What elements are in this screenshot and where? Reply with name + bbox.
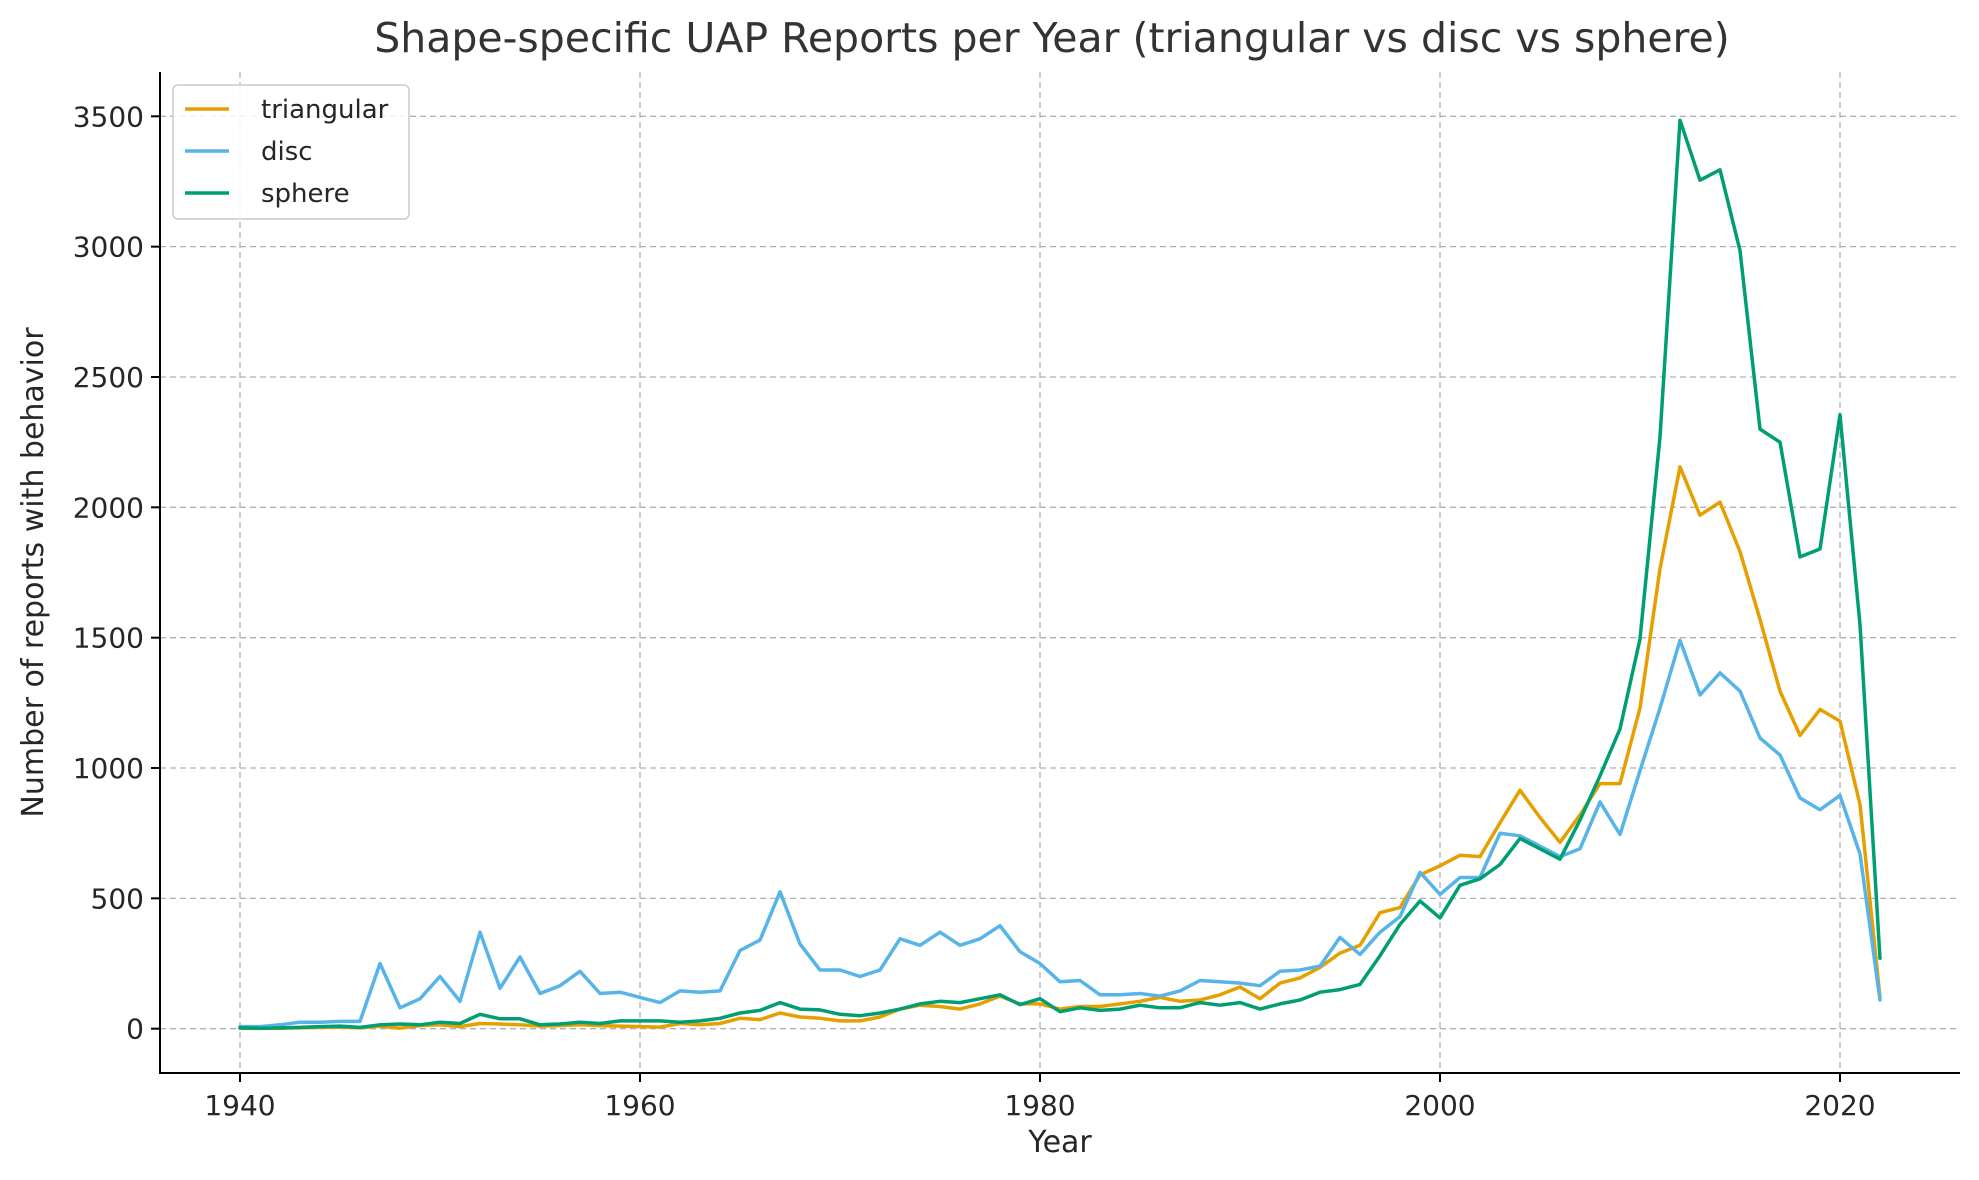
legend-label-triangular: triangular — [261, 95, 389, 125]
y-tick-label-2500: 2500 — [73, 361, 144, 394]
legend-entry-triangular: triangular — [185, 95, 389, 125]
x-tick-label-2000: 2000 — [1404, 1089, 1475, 1122]
legend-box — [172, 84, 410, 220]
y-tick-label-2000: 2000 — [73, 491, 144, 524]
series-line-sphere — [238, 118, 1882, 1030]
series-line-disc — [238, 638, 1882, 1029]
y-tick-label-1500: 1500 — [73, 622, 144, 655]
y-tick-label-1000: 1000 — [73, 752, 144, 785]
y-gridlines — [160, 115, 1960, 1030]
legend-label-sphere: sphere — [261, 179, 350, 209]
y-tick-label-0: 0 — [126, 1013, 144, 1046]
x-axis-ticks: 1940 1960 1980 2000 2020 — [204, 1073, 1876, 1122]
legend: triangular disc sphere — [172, 84, 410, 220]
axes-spines — [159, 72, 1960, 1074]
y-axis-label: Number of reports with behavior — [16, 327, 51, 818]
legend-entry-sphere: sphere — [185, 179, 350, 209]
x-tick-label-1940: 1940 — [204, 1089, 275, 1122]
legend-entry-disc: disc — [185, 137, 313, 167]
x-tick-label-1980: 1980 — [1004, 1089, 1075, 1122]
x-axis-label: Year — [1027, 1125, 1092, 1160]
legend-label-disc: disc — [261, 137, 313, 167]
y-tick-label-3500: 3500 — [73, 100, 144, 133]
series-layer — [238, 118, 1882, 1031]
chart-title: Shape-specific UAP Reports per Year (tri… — [374, 14, 1730, 62]
y-tick-label-3000: 3000 — [73, 231, 144, 264]
y-tick-label-500: 500 — [91, 882, 144, 915]
x-tick-label-1960: 1960 — [604, 1089, 675, 1122]
series-line-triangular — [238, 465, 1882, 1031]
y-axis-ticks: 0 500 1000 1500 2000 2500 3000 3500 — [73, 100, 160, 1046]
x-tick-label-2020: 2020 — [1804, 1089, 1875, 1122]
x-gridlines — [239, 72, 1841, 1073]
